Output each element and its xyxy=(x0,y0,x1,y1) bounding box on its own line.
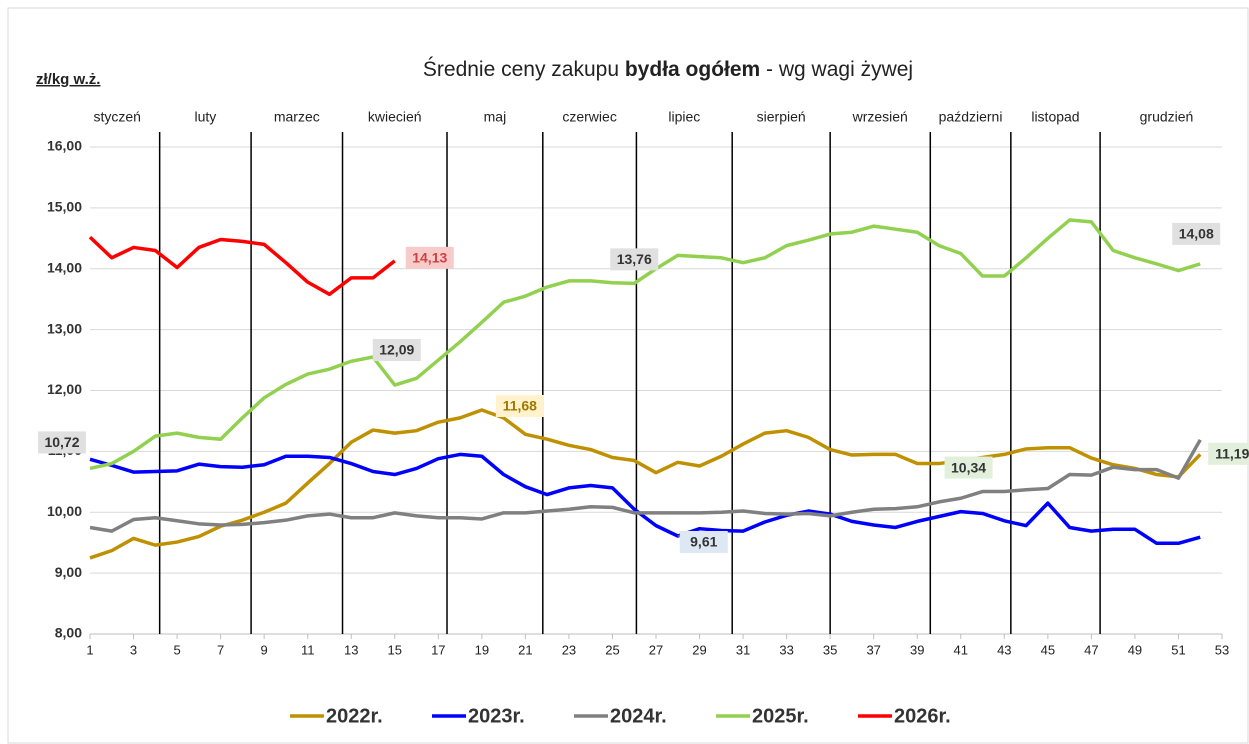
y-tick-label: 12,00 xyxy=(47,381,82,397)
x-tick-label: 15 xyxy=(388,642,402,657)
x-tick-label: 11 xyxy=(301,642,315,657)
x-tick-label: 41 xyxy=(954,642,968,657)
month-label: sierpień xyxy=(757,109,806,125)
title-part: Średnie ceny zakupu xyxy=(423,57,625,81)
data-label: 10,34 xyxy=(951,459,986,475)
month-label: listopad xyxy=(1031,109,1079,125)
data-label: 12,09 xyxy=(379,342,414,358)
data-label: 10,72 xyxy=(44,434,79,450)
chart-title: Średnie ceny zakupu bydła ogółem - wg wa… xyxy=(423,57,913,81)
legend-label: 2022r. xyxy=(326,705,383,727)
x-tick-label: 53 xyxy=(1215,642,1229,657)
x-tick-label: 43 xyxy=(997,642,1011,657)
x-tick-label: 25 xyxy=(605,642,619,657)
month-label: maj xyxy=(484,109,507,125)
x-tick-label: 45 xyxy=(1041,642,1055,657)
y-axis-label: zł/kg w.ż. xyxy=(36,71,100,88)
month-label: grudzień xyxy=(1140,109,1194,125)
x-tick-label: 39 xyxy=(910,642,924,657)
label-box xyxy=(1172,222,1221,245)
x-tick-label: 1 xyxy=(86,642,93,657)
month-label: październi xyxy=(939,109,1003,125)
label-box xyxy=(679,530,728,553)
x-tick-label: 27 xyxy=(649,642,663,657)
x-tick-label: 17 xyxy=(431,642,445,657)
data-label: 9,61 xyxy=(690,534,717,550)
y-tick-label: 15,00 xyxy=(47,199,82,215)
x-tick-label: 51 xyxy=(1171,642,1185,657)
legend-label: 2024r. xyxy=(610,705,667,727)
series-line xyxy=(89,438,1202,533)
x-tick-label: 37 xyxy=(866,642,880,657)
data-label: 11,19 xyxy=(1215,446,1249,462)
month-label: styczeń xyxy=(93,109,140,125)
data-label: 13,76 xyxy=(617,251,652,267)
x-tick-label: 9 xyxy=(261,642,268,657)
x-tick-label: 33 xyxy=(779,642,793,657)
label-box xyxy=(372,339,421,362)
x-tick-label: 13 xyxy=(344,642,358,657)
month-label: marzec xyxy=(274,109,320,125)
series-line xyxy=(89,452,1201,546)
x-tick-label: 19 xyxy=(475,642,489,657)
x-tick-label: 29 xyxy=(692,642,706,657)
label-box xyxy=(944,456,993,479)
y-tick-label: 8,00 xyxy=(55,625,82,641)
label-box xyxy=(495,394,544,417)
y-tick-label: 14,00 xyxy=(47,259,82,275)
data-label: 11,68 xyxy=(503,398,537,414)
x-tick-label: 31 xyxy=(736,642,750,657)
legend-label: 2023r. xyxy=(468,705,525,727)
title-part: bydła ogółem xyxy=(625,58,760,81)
series-line xyxy=(88,235,396,297)
series-line xyxy=(89,218,1201,471)
y-tick-label: 13,00 xyxy=(47,320,82,336)
x-tick-label: 21 xyxy=(518,642,532,657)
chart-border xyxy=(7,7,1249,744)
month-label: kwiecień xyxy=(368,109,422,125)
data-label: 14,13 xyxy=(412,250,447,266)
x-tick-label: 35 xyxy=(823,642,837,657)
label-box xyxy=(405,246,454,269)
label-box xyxy=(610,248,659,271)
month-label: lipiec xyxy=(668,109,700,125)
y-tick-label: 16,00 xyxy=(47,138,82,154)
month-label: czerwiec xyxy=(562,109,616,125)
x-tick-label: 23 xyxy=(562,642,576,657)
series-line xyxy=(89,408,1202,560)
label-box xyxy=(38,431,86,454)
title-part: - wg wagi żywej xyxy=(760,58,913,81)
label-box xyxy=(1208,442,1249,465)
x-tick-label: 49 xyxy=(1128,642,1142,657)
x-tick-label: 3 xyxy=(130,642,137,657)
data-label: 14,08 xyxy=(1179,226,1214,242)
month-label: luty xyxy=(194,109,216,125)
x-tick-label: 5 xyxy=(173,642,180,657)
legend-label: 2026r. xyxy=(894,705,951,727)
legend-label: 2025r. xyxy=(752,705,809,727)
y-tick-label: 9,00 xyxy=(55,564,82,580)
x-tick-label: 7 xyxy=(217,642,224,657)
x-tick-label: 47 xyxy=(1084,642,1098,657)
month-label: wrzesień xyxy=(852,109,908,125)
y-tick-label: 10,00 xyxy=(47,503,82,519)
